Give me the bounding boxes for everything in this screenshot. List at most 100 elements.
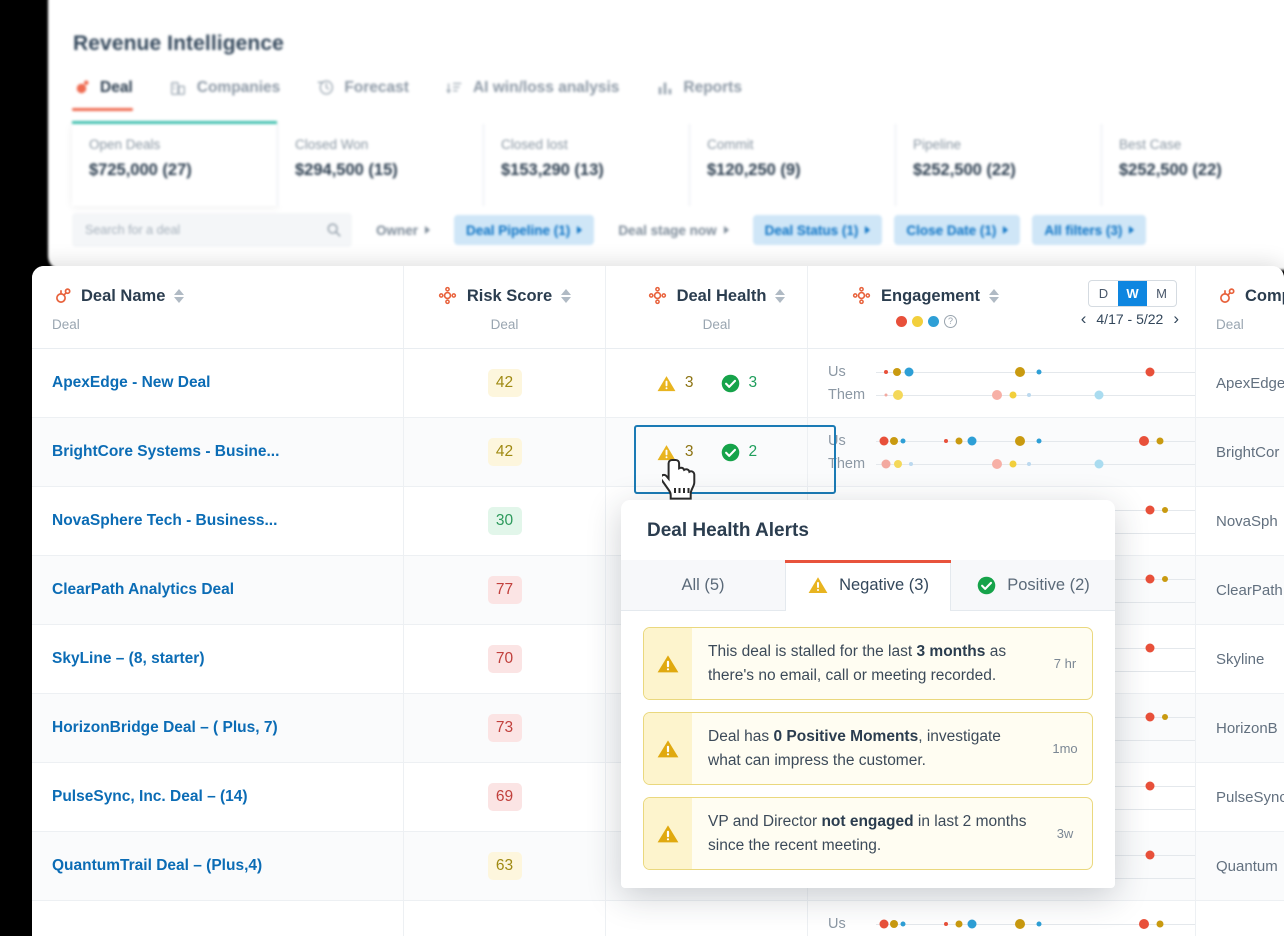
filter-chip-all-filters[interactable]: All filters (3) — [1032, 215, 1147, 245]
kpi-card-pipeline[interactable]: Pipeline $252,500 (22) — [896, 124, 1102, 206]
tab-forecast[interactable]: Forecast — [316, 78, 409, 111]
tab-all[interactable]: All (5) — [621, 560, 785, 610]
engagement-track — [876, 453, 1195, 475]
alert-item[interactable]: Deal has 0 Positive Moments, investigate… — [643, 712, 1093, 786]
cell-risk-score — [404, 901, 606, 936]
column-title: Comp — [1245, 286, 1284, 305]
deal-name-link[interactable]: ApexEdge - New Deal — [52, 374, 211, 391]
engagement-dot — [1138, 435, 1149, 446]
column-header-deal-health[interactable]: Deal Health Deal — [606, 266, 808, 348]
sort-toggle-icon[interactable] — [561, 289, 572, 303]
granularity-option-m[interactable]: M — [1156, 286, 1167, 301]
engagement-dot — [881, 459, 891, 468]
hubspot-sprocket-icon — [438, 286, 458, 306]
date-range-nav: ‹ 4/17 - 5/22 › — [1081, 310, 1179, 327]
filter-chip-label: Owner — [376, 222, 419, 238]
engagement-dot — [1161, 506, 1168, 513]
deal-name-link[interactable]: QuantumTrail Deal – (Plus,4) — [52, 857, 263, 874]
kpi-label: Open Deals — [89, 137, 161, 152]
engagement-dot — [967, 436, 977, 445]
deal-name-link[interactable]: ClearPath Analytics Deal — [52, 581, 235, 598]
column-header-engagement[interactable]: Engagement ? D W M ‹ — [808, 266, 1196, 348]
cell-deal-name: QuantumTrail Deal – (Plus,4) — [32, 832, 404, 900]
kpi-value: $725,000 (27) — [89, 161, 192, 179]
chevron-left-icon[interactable]: ‹ — [1080, 309, 1087, 328]
column-header-company[interactable]: Comp Deal — [1196, 266, 1284, 348]
column-header-deal-name[interactable]: Deal Name Deal — [32, 266, 404, 348]
sort-toggle-icon[interactable] — [989, 289, 1000, 303]
tab-companies[interactable]: Companies — [169, 78, 280, 111]
negative-alert-badge[interactable]: 3 — [656, 443, 694, 462]
negative-alert-badge[interactable]: 3 — [656, 374, 694, 393]
cell-deal-health[interactable] — [606, 901, 808, 936]
sort-toggle-icon[interactable] — [775, 289, 786, 303]
filter-chip-label: Deal stage now — [618, 222, 717, 238]
chevron-right-icon[interactable]: › — [1173, 309, 1179, 328]
cell-risk-score: 73 — [404, 694, 606, 762]
cell-engagement: Us Them — [808, 349, 1196, 417]
tab-deal[interactable]: Deal — [72, 78, 133, 111]
risk-score-badge: 63 — [487, 852, 522, 880]
negative-alert-count: 3 — [684, 374, 694, 391]
engagement-dot — [1145, 643, 1155, 652]
engagement-dot — [879, 436, 889, 445]
alert-item[interactable]: VP and Director not engaged in last 2 mo… — [643, 797, 1093, 871]
chevron-down-icon — [577, 226, 583, 234]
filter-chip-owner[interactable]: Owner — [364, 215, 442, 245]
tab-ai-win-loss-analysis[interactable]: AI win/loss analysis — [445, 78, 619, 111]
engagement-dot — [1014, 918, 1025, 929]
engagement-dot — [1094, 459, 1104, 468]
positive-alert-badge[interactable]: 3 — [720, 373, 757, 394]
cell-company: BrightCor — [1196, 418, 1284, 486]
cell-engagement: Us Them — [808, 418, 1196, 486]
filter-chip-label: Deal Status (1) — [764, 222, 859, 238]
search-input[interactable]: Search for a deal — [72, 213, 352, 247]
alert-item[interactable]: This deal is stalled for the last 3 mont… — [643, 627, 1093, 701]
filter-chip-deal-status[interactable]: Deal Status (1) — [752, 215, 883, 245]
sort-toggle-icon[interactable] — [174, 289, 185, 303]
tab-negative[interactable]: Negative (3) — [785, 560, 951, 611]
kpi-label: Closed Won — [295, 137, 369, 152]
positive-alert-badge[interactable]: 2 — [720, 442, 757, 463]
granularity-option-w[interactable]: W — [1118, 281, 1147, 306]
question-mark-icon[interactable]: ? — [944, 315, 957, 328]
engagement-dot — [1156, 920, 1164, 927]
hubspot-sprocket-icon — [648, 286, 668, 306]
engagement-row-us: Us — [828, 360, 1195, 383]
filter-chip-deal-pipeline[interactable]: Deal Pipeline (1) — [454, 215, 595, 245]
filter-chip-close-date[interactable]: Close Date (1) — [894, 215, 1021, 245]
engagement-dot — [1036, 369, 1042, 374]
deal-name-link[interactable]: BrightCore Systems - Busine... — [52, 443, 280, 460]
tab-reports[interactable]: Reports — [655, 78, 742, 111]
legend-dot-yellow — [912, 316, 923, 327]
deal-name-link[interactable]: PulseSync, Inc. Deal – (14) — [52, 788, 248, 805]
engagement-dot — [1161, 575, 1168, 582]
chevron-down-icon — [1129, 226, 1135, 234]
kpi-card-commit[interactable]: Commit $120,250 (9) — [690, 124, 896, 206]
tab-positive[interactable]: Positive (2) — [951, 560, 1115, 610]
deal-name-link[interactable]: NovaSphere Tech - Business... — [52, 512, 278, 529]
engagement-track — [876, 361, 1195, 383]
table-row[interactable]: ApexEdge - New Deal 42 3 3 Us Them ApexEdge — [32, 349, 1284, 418]
engagement-sparkline: Us Them — [828, 360, 1195, 406]
tab-ai-win-loss-label: AI win/loss analysis — [472, 78, 620, 96]
cell-deal-name: SkyLine – (8, starter) — [32, 625, 404, 693]
kpi-card-closed-won[interactable]: Closed Won $294,500 (15) — [278, 124, 484, 206]
granularity-toggle[interactable]: D W M — [1088, 280, 1177, 307]
filter-chip-deal-stage-now[interactable]: Deal stage now — [606, 215, 740, 245]
granularity-option-d[interactable]: D — [1098, 286, 1109, 301]
deal-name-link[interactable]: SkyLine – (8, starter) — [52, 650, 205, 667]
deal-name-link[interactable]: HorizonBridge Deal – ( Plus, 7) — [52, 719, 278, 736]
kpi-card-closed-lost[interactable]: Closed lost $153,290 (13) — [484, 124, 690, 206]
kpi-card-best-case[interactable]: Best Case $252,500 (22) — [1102, 124, 1284, 206]
engagement-label-us: Us — [828, 432, 846, 449]
kpi-card-open-deals[interactable]: Open Deals $725,000 (27) — [72, 121, 278, 206]
check-circle-icon — [976, 575, 997, 596]
engagement-dot — [909, 461, 914, 466]
hubspot-sprocket-icon — [852, 286, 872, 306]
column-header-risk-score[interactable]: Risk Score Deal — [404, 266, 606, 348]
table-row[interactable]: BrightCore Systems - Busine... 42 3 2 Us Them… — [32, 418, 1284, 487]
